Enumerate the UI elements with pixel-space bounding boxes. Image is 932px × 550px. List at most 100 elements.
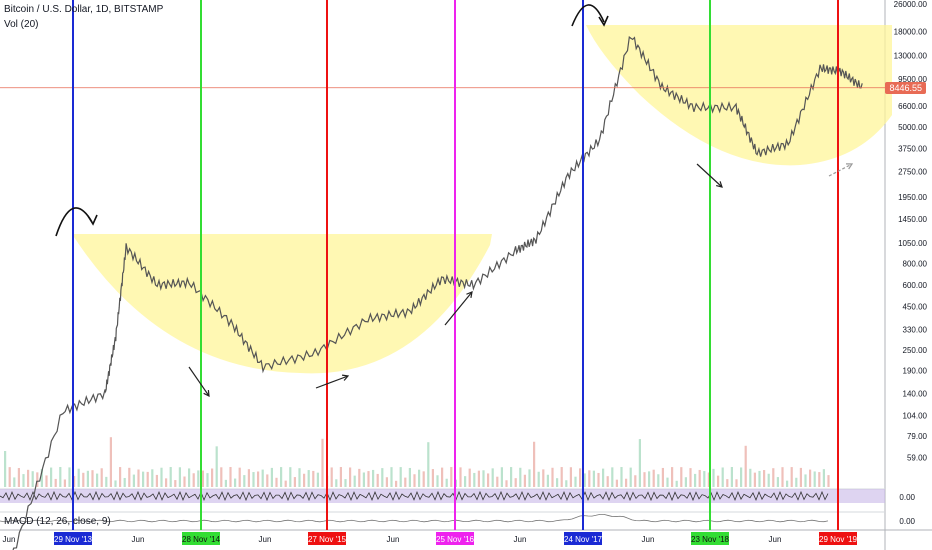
volume-bar xyxy=(155,474,158,487)
volume-bar xyxy=(473,472,476,487)
oscillator-line xyxy=(0,490,829,502)
volume-bar xyxy=(477,470,480,487)
sub-y-tick-label: 0.00 xyxy=(899,493,915,502)
arrow-up-2016 xyxy=(444,291,473,326)
volume-bar xyxy=(767,473,770,487)
volume-bar xyxy=(372,469,375,487)
volume-bar xyxy=(569,467,572,487)
arrow-down-2018-head xyxy=(716,181,723,188)
volume-bar xyxy=(606,476,609,487)
volume-bar xyxy=(367,471,370,487)
volume-bar xyxy=(40,468,43,487)
volume-bar xyxy=(298,468,301,487)
volume-bar xyxy=(344,479,347,487)
volume-bar xyxy=(611,467,614,487)
volume-bar xyxy=(809,469,812,487)
volume-bar xyxy=(86,470,89,487)
macd-label: MACD (12, 26, close, 9) xyxy=(4,516,111,527)
volume-bar xyxy=(496,476,499,487)
volume-bar xyxy=(399,467,402,487)
volume-bar xyxy=(160,467,163,487)
volume-bar xyxy=(238,467,241,487)
volume-bar xyxy=(671,467,674,487)
cycle-marker-tag xyxy=(436,532,474,545)
volume-bar xyxy=(224,479,227,487)
volume-bar xyxy=(142,471,145,487)
volume-bar xyxy=(491,468,494,487)
volume-bar xyxy=(744,445,747,487)
cycle-marker-tag xyxy=(819,532,857,545)
volume-bar xyxy=(533,441,536,487)
volume-bar xyxy=(165,478,168,487)
volume-bar xyxy=(436,475,439,487)
y-tick-label: 2750.00 xyxy=(898,167,927,176)
volume-bar xyxy=(422,471,425,487)
arrow-up-2015-head xyxy=(341,374,350,381)
cup-shape-2 xyxy=(586,25,892,166)
y-tick-label: 3750.00 xyxy=(898,144,927,153)
volume-bar xyxy=(551,467,554,487)
volume-bar xyxy=(615,479,618,487)
volume-bar xyxy=(813,471,816,487)
volume-bar xyxy=(726,479,729,487)
volume-bar xyxy=(63,479,66,487)
volume-bar xyxy=(786,480,789,487)
volume-bar xyxy=(68,467,71,487)
y-tick-label: 9500.00 xyxy=(898,75,927,84)
volume-bar xyxy=(201,470,204,487)
volume-bar xyxy=(468,468,471,487)
volume-bar xyxy=(648,471,651,487)
volume-bar xyxy=(565,480,568,487)
cycle-marker-tag xyxy=(691,532,729,545)
x-tick-label: Jun xyxy=(642,535,655,544)
volume-bar xyxy=(735,479,738,487)
volume-bar xyxy=(487,473,490,487)
cycle-marker-label: 29 Nov '13 xyxy=(54,535,93,544)
volume-bar xyxy=(174,480,177,487)
volume-bar xyxy=(376,473,379,487)
volume-bar xyxy=(100,468,103,487)
volume-bar xyxy=(717,475,720,487)
arrow-up-2016-head xyxy=(466,291,473,299)
volume-bar xyxy=(542,469,545,487)
volume-bar xyxy=(280,467,283,487)
y-tick-label: 1950.00 xyxy=(898,193,927,202)
volume-bar xyxy=(698,469,701,487)
sub-y-tick-label: 0.00 xyxy=(899,517,915,526)
volume-bar xyxy=(257,471,260,487)
volume-bar xyxy=(169,467,172,487)
volume-bar xyxy=(675,480,678,487)
volume-bar xyxy=(684,477,687,487)
volume-bar xyxy=(799,467,802,487)
volume-bar xyxy=(252,472,255,487)
volume-bar xyxy=(749,468,752,487)
arrow-projection xyxy=(828,163,853,177)
volume-bar xyxy=(197,470,200,487)
volume-bar xyxy=(597,472,600,487)
volume-bar xyxy=(22,474,25,487)
volume-bar xyxy=(822,469,825,487)
cycle-marker-label: 23 Nov '18 xyxy=(691,535,730,544)
y-tick-label: 450.00 xyxy=(903,302,928,311)
volume-bar xyxy=(59,467,62,487)
volume-bar xyxy=(694,473,697,487)
volume-bar xyxy=(293,477,296,487)
volume-bar xyxy=(381,468,384,487)
volume-bar xyxy=(234,478,237,487)
volume-bar xyxy=(146,471,149,487)
volume-bar xyxy=(445,478,448,487)
volume-bar xyxy=(362,472,365,487)
volume-bar xyxy=(500,467,503,487)
volume-bar xyxy=(45,475,48,487)
volume-bar xyxy=(404,477,407,487)
cycle-marker-label: 24 Nov '17 xyxy=(564,535,603,544)
volume-bar xyxy=(519,467,522,487)
y-tick-label: 140.00 xyxy=(903,389,928,398)
volume-bar xyxy=(109,437,112,487)
volume-bar xyxy=(625,478,628,487)
top-curve-arrow-2013-head xyxy=(87,214,98,226)
volume-bar xyxy=(818,472,821,487)
volume-bar xyxy=(790,467,793,487)
volume-bar xyxy=(505,480,508,487)
